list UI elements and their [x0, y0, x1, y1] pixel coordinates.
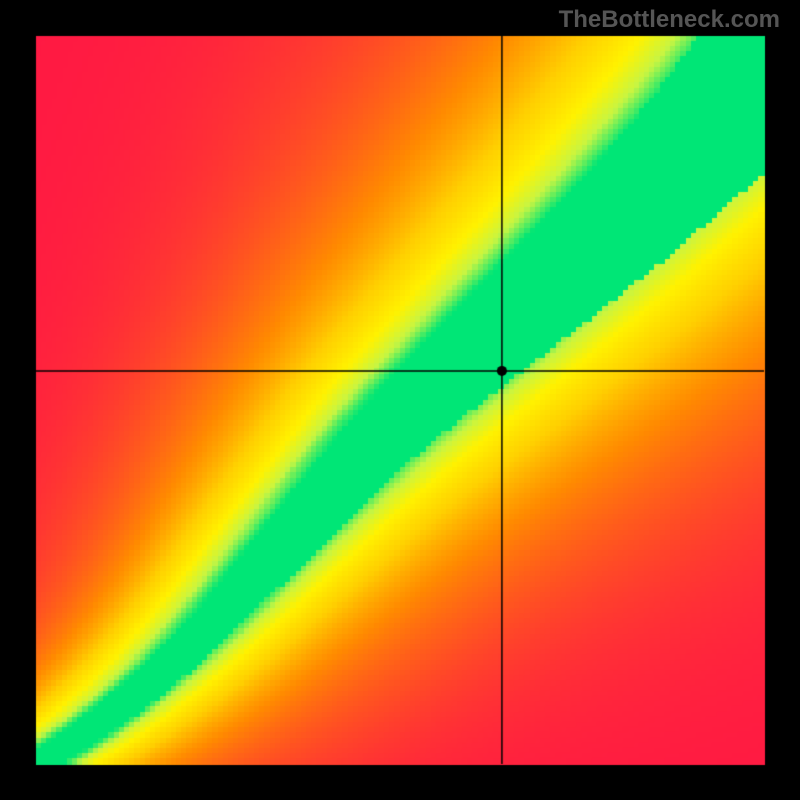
chart-container: TheBottleneck.com — [0, 0, 800, 800]
bottleneck-heatmap-canvas — [0, 0, 800, 800]
